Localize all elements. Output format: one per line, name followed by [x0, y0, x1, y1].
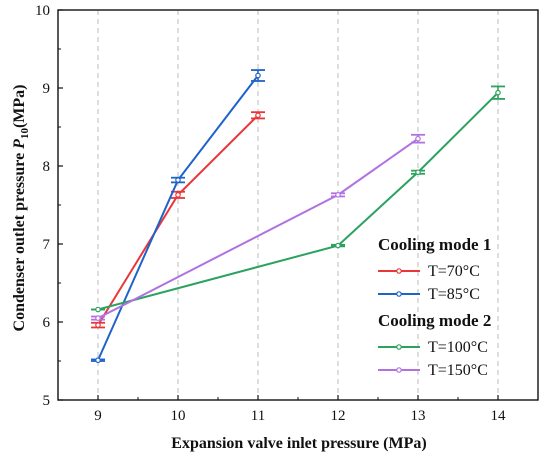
data-point-2-0: [95, 306, 101, 313]
grid-lines: [97, 10, 499, 400]
data-point-2-1: [335, 242, 341, 249]
data-point-3-2: [415, 135, 421, 142]
data-point-0-1: [175, 192, 181, 198]
x-tick-label-13: 13: [411, 408, 426, 424]
legend-label-2: T=100°C: [428, 339, 488, 356]
series-layer: [91, 69, 505, 364]
x-tick-label-9: 9: [94, 408, 102, 424]
y-axis-label-unit: (MPa): [11, 85, 28, 129]
y-axis-label: Condenser outlet pressure P10(MPa): [11, 85, 31, 332]
y-tick-label-7: 7: [43, 237, 51, 253]
y-tick-label-10: 10: [35, 3, 50, 19]
data-point-3-0: [95, 315, 101, 321]
data-point-0-2: [255, 112, 261, 119]
data-point-2-2: [415, 169, 421, 176]
legend-group-title-0: Cooling mode 1: [378, 235, 491, 254]
legend-marker-2: [396, 344, 402, 350]
legend-marker-1: [396, 291, 402, 297]
data-point-1-0: [95, 357, 101, 364]
data-point-2-3: [495, 89, 501, 96]
data-point-3-1: [335, 192, 341, 198]
x-tick-label-10: 10: [171, 408, 186, 424]
legend-label-1: T=85°C: [428, 286, 480, 303]
x-tick-label-14: 14: [491, 408, 507, 424]
x-tick-label-11: 11: [251, 408, 265, 424]
data-point-1-2: [255, 72, 261, 79]
y-tick-label-6: 6: [43, 315, 51, 331]
x-axis-label: Expansion valve inlet pressure (MPa): [171, 435, 426, 452]
series-line-2: [97, 91, 499, 311]
series-3: [91, 133, 425, 321]
series-2: [91, 85, 505, 313]
data-point-0-0: [95, 322, 101, 328]
series-1: [91, 69, 265, 364]
x-tick-label-12: 12: [331, 408, 346, 424]
legend-marker-0: [396, 268, 402, 274]
y-axis-label-sub: 10: [19, 128, 31, 140]
y-tick-label-8: 8: [43, 159, 51, 175]
y-tick-label-9: 9: [43, 81, 51, 97]
y-axis-label-main: Condenser outlet pressure: [11, 149, 28, 332]
y-tick-label-5: 5: [43, 393, 51, 409]
legend-marker-3: [396, 367, 402, 373]
legend-group-title-1: Cooling mode 2: [378, 311, 491, 330]
legend-label-3: T=150°C: [428, 362, 488, 379]
series-0: [91, 111, 265, 329]
y-axis-label-symbol: P: [11, 139, 28, 150]
axis-ticks: 9 10 11 12 13 14 5 6 7 8 9 10: [35, 3, 506, 424]
legend: Cooling mode 1 T=70°C T=85°C Cooling mode 2…: [378, 235, 491, 379]
data-point-1-1: [175, 177, 181, 183]
legend-label-0: T=70°C: [428, 263, 480, 280]
